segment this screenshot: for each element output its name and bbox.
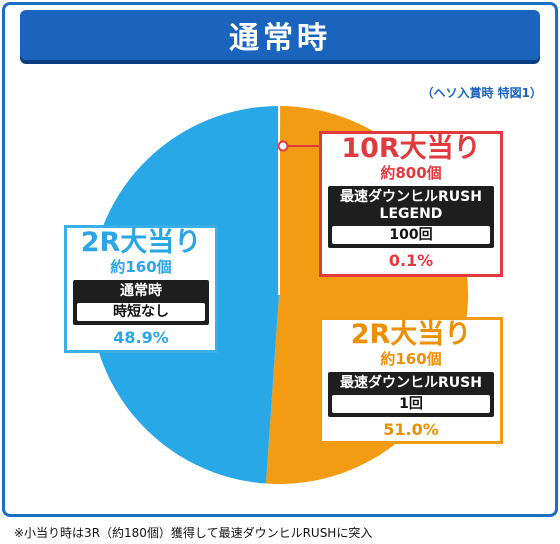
slice-title: 2R大当り	[80, 227, 202, 258]
slice-title: 10R大当り	[341, 133, 481, 164]
leader-dot	[277, 140, 289, 152]
slice-mode-box: 最速ダウンヒルRUSH 1回	[328, 372, 494, 417]
slice-label-10r: 10R大当り 約800個 最速ダウンヒルRUSH LEGEND 100回 0.1…	[319, 131, 503, 277]
slice-title: 2R大当り	[350, 319, 472, 350]
page-title: 通常時	[20, 10, 540, 60]
slice-detail: 100回	[332, 226, 490, 244]
slice-percent: 51.0%	[383, 420, 439, 439]
slice-percent: 0.1%	[388, 251, 434, 270]
slice-mode: 最速ダウンヒルRUSH	[340, 375, 482, 391]
source-note: （ヘソ入賞時 特図1）	[421, 86, 542, 100]
slice-detail: 1回	[332, 395, 490, 413]
slice-mode-box: 通常時 時短なし	[73, 280, 209, 325]
slice-count: 約160個	[110, 258, 172, 276]
slice-mode-box: 最速ダウンヒルRUSH LEGEND 100回	[328, 186, 494, 248]
slice-label-2r-rush: 2R大当り 約160個 最速ダウンヒルRUSH 1回 51.0%	[319, 317, 503, 444]
slice-count: 約800個	[380, 164, 442, 182]
slice-label-2r-normal: 2R大当り 約160個 通常時 時短なし 48.9%	[64, 225, 218, 353]
footnote: ※小当り時は3R（約180個）獲得して最速ダウンヒルRUSHに突入	[14, 526, 373, 540]
slice-mode: 通常時	[120, 283, 162, 299]
slice-percent: 48.9%	[113, 328, 169, 347]
slice-mode: 最速ダウンヒルRUSH LEGEND	[340, 189, 482, 222]
slice-detail: 時短なし	[77, 303, 205, 321]
slice-count: 約160個	[380, 350, 442, 368]
